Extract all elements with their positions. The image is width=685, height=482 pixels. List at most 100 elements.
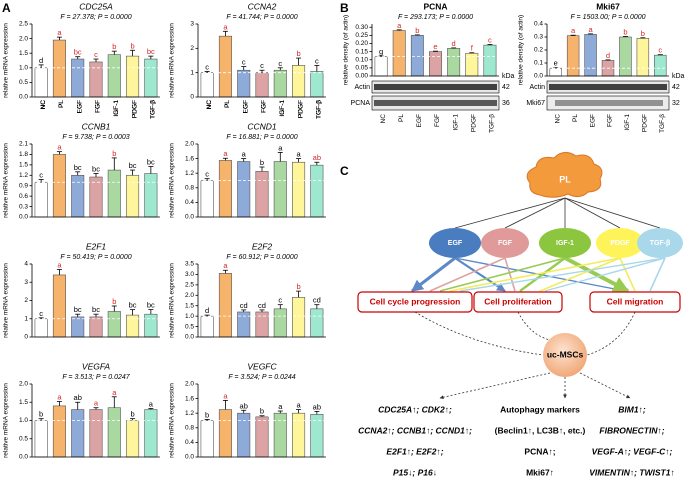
y-tick-label: 2.1 — [19, 141, 28, 148]
x-tick-label: PL — [224, 100, 231, 108]
x-tick-label: PDGF — [642, 114, 649, 132]
y-axis-label: relative mRNA expression — [3, 23, 10, 98]
significance-letter: c — [658, 46, 662, 55]
chart-subtitle: F = 27.378; P = 0.0000 — [60, 14, 131, 21]
bar — [218, 35, 232, 98]
x-tick-label: PDGF — [131, 100, 138, 118]
bar — [237, 412, 251, 458]
y-tick-label: 1 — [24, 315, 28, 322]
bar — [107, 407, 121, 458]
x-tick-label: PDGF — [297, 100, 304, 118]
chart-subtitle: F = 41.744; P = 0.0000 — [226, 14, 297, 21]
diagram: PL EGF FGF IGF-1 PDGF TGF-β — [357, 152, 683, 477]
significance-letter: b — [205, 410, 209, 419]
chart-subtitle: F = 1503.00; P = 0.0000 — [570, 14, 645, 21]
bar — [144, 58, 158, 98]
y-tick-label: 0.8 — [185, 425, 194, 432]
bar — [636, 37, 650, 77]
significance-letter: a — [571, 26, 576, 35]
significance-letter: a — [57, 260, 62, 269]
y-tick-label: 2.0 — [185, 381, 194, 388]
significance-letter: b — [260, 158, 264, 167]
y-tick-label: 0.25 — [355, 32, 368, 39]
bar — [126, 420, 140, 458]
y-tick-label: 0.0 — [19, 454, 28, 461]
y-tick-label: 0.0 — [185, 334, 194, 341]
chart-title: E2F1 — [86, 241, 107, 251]
bar — [237, 69, 251, 98]
y-tick-label: 1.0 — [185, 313, 194, 320]
y-tick-label: 0.9 — [19, 182, 28, 189]
x-tick-label: FGF — [434, 114, 441, 127]
y-tick-label: 2.5 — [19, 21, 28, 28]
bar — [89, 61, 103, 98]
chart-subtitle: F = 293.173; P = 0.0000 — [398, 14, 473, 21]
x-tick-label: NC — [206, 100, 213, 110]
bar — [255, 416, 269, 458]
significance-letter: d — [452, 39, 456, 48]
x-tick-label: IGF-1 — [279, 100, 286, 117]
y-tick-label: 1.8 — [19, 151, 28, 158]
process-label: Cell cycle progression — [370, 296, 461, 306]
bar — [52, 274, 66, 338]
y-axis-label: relative density (of actin) — [518, 15, 525, 85]
bar — [310, 71, 324, 98]
significance-letter: ab — [313, 402, 321, 411]
factor-label: IGF-1 — [556, 240, 574, 247]
x-tick-label: TGF-β — [316, 100, 323, 119]
y-tick-label: 3.0 — [185, 271, 194, 278]
bar — [107, 169, 121, 218]
significance-letter: bc — [74, 48, 82, 57]
significance-letter: g — [379, 47, 383, 56]
source-cloud — [526, 152, 603, 198]
x-tick-label: TGF-β — [316, 100, 323, 119]
blot-kda: 42 — [502, 84, 510, 91]
bar — [310, 413, 324, 458]
y-tick-label: 1.2 — [185, 410, 194, 417]
x-tick-label: PDGF — [131, 100, 138, 118]
source-label: PL — [559, 174, 571, 184]
significance-letter: b — [415, 26, 419, 35]
x-tick-label: FGF — [261, 100, 268, 113]
bar — [273, 161, 287, 218]
x-tick-label: IGF-1 — [113, 100, 120, 117]
significance-letter: ab — [74, 393, 82, 402]
chart-title: CCND1 — [247, 121, 277, 131]
outcome-line: P15↓; P16↓ — [393, 467, 437, 477]
significance-letter: ab — [240, 401, 248, 410]
x-tick-label: EGF — [242, 100, 249, 113]
bar — [107, 54, 121, 98]
significance-letter: ab — [313, 153, 321, 162]
y-tick-label: 3 — [190, 21, 194, 28]
x-tick-label: PDGF — [131, 100, 138, 118]
y-tick-label: 2.0 — [185, 141, 194, 148]
bar — [255, 171, 269, 218]
y-tick-label: 2.5 — [185, 282, 194, 289]
y-axis-label: relative density (of actin) — [343, 15, 350, 85]
x-tick-label: EGF — [589, 114, 596, 127]
y-axis-label: relative mRNA expression — [169, 383, 176, 458]
bar — [34, 318, 48, 338]
significance-letter: e — [554, 59, 558, 68]
bar — [71, 316, 85, 338]
panel-label: B — [340, 1, 349, 15]
y-tick-label: 1.6 — [185, 155, 194, 162]
blot-row: Actin — [529, 84, 545, 91]
significance-letter: c — [94, 50, 98, 59]
bar — [126, 55, 140, 98]
y-tick-label: 0.4 — [185, 199, 194, 206]
significance-letter: f — [471, 44, 474, 53]
chart-subtitle: F = 50.419; P = 0.0000 — [60, 254, 131, 261]
bar — [218, 273, 232, 338]
bar — [200, 72, 214, 98]
x-tick-label: FGF — [261, 100, 268, 113]
bar — [200, 420, 214, 458]
bar — [218, 160, 232, 218]
x-tick-label: PL — [224, 100, 231, 108]
significance-letter: a — [588, 25, 593, 34]
bar — [273, 412, 287, 458]
y-tick-label: 1.5 — [19, 399, 28, 406]
dashed-links — [414, 311, 636, 400]
significance-letter: c — [260, 61, 264, 70]
